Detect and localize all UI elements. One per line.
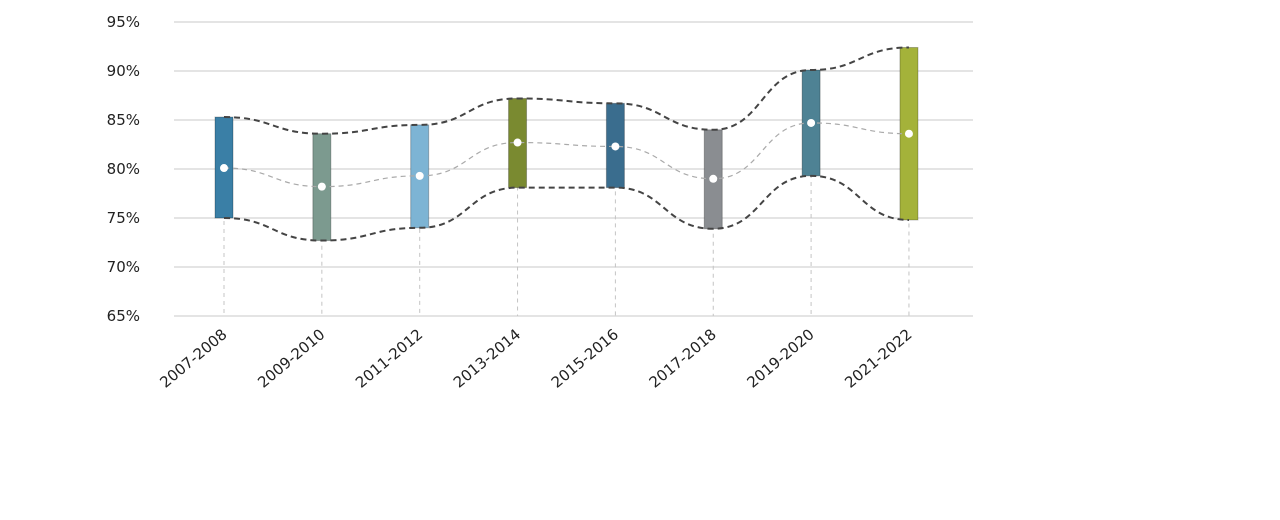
x-tick-label: 2019-2020 [743, 325, 817, 391]
x-tick-label: 2007-2008 [156, 325, 230, 391]
mean-dot-2009-2010 [317, 182, 326, 191]
mean-dot-2017-2018 [709, 174, 718, 183]
grid-lines [174, 21, 973, 317]
mean-dot-2019-2020 [807, 118, 816, 127]
lower-envelope-curve [223, 174, 909, 242]
x-tick-label: 2009-2010 [254, 325, 328, 391]
y-tick-label: 65% [107, 307, 140, 325]
y-tick-label: 85% [107, 111, 140, 129]
y-tick-label: 90% [107, 62, 140, 80]
mean-curve [223, 122, 909, 188]
y-tick-label: 70% [107, 258, 140, 276]
upper-envelope-curve [223, 46, 909, 135]
x-tick-label: 2015-2016 [548, 325, 622, 391]
x-tick-label: 2017-2018 [646, 325, 720, 391]
x-tick-label: 2013-2014 [450, 325, 524, 391]
x-axis-ticks: 2007-2008 2009-2010 2011-2012 2013-2014 2015… [156, 325, 915, 391]
y-tick-label: 95% [107, 13, 140, 31]
y-tick-label: 80% [107, 160, 140, 178]
y-tick-label: 75% [107, 209, 140, 227]
mean-dots [220, 118, 913, 191]
mean-dot-2021-2022 [904, 129, 913, 138]
x-tick-label: 2021-2022 [841, 325, 915, 391]
mean-dot-2015-2016 [611, 142, 620, 151]
envelope-curves [223, 46, 909, 242]
x-tick-label: 2011-2012 [352, 325, 426, 391]
y-axis-ticks: 65% 70% 75% 80% 85% 90% 95% [107, 13, 140, 325]
mean-dot-2011-2012 [415, 171, 424, 180]
mean-dot-2013-2014 [513, 138, 522, 147]
mean-dot-2007-2008 [220, 164, 228, 173]
